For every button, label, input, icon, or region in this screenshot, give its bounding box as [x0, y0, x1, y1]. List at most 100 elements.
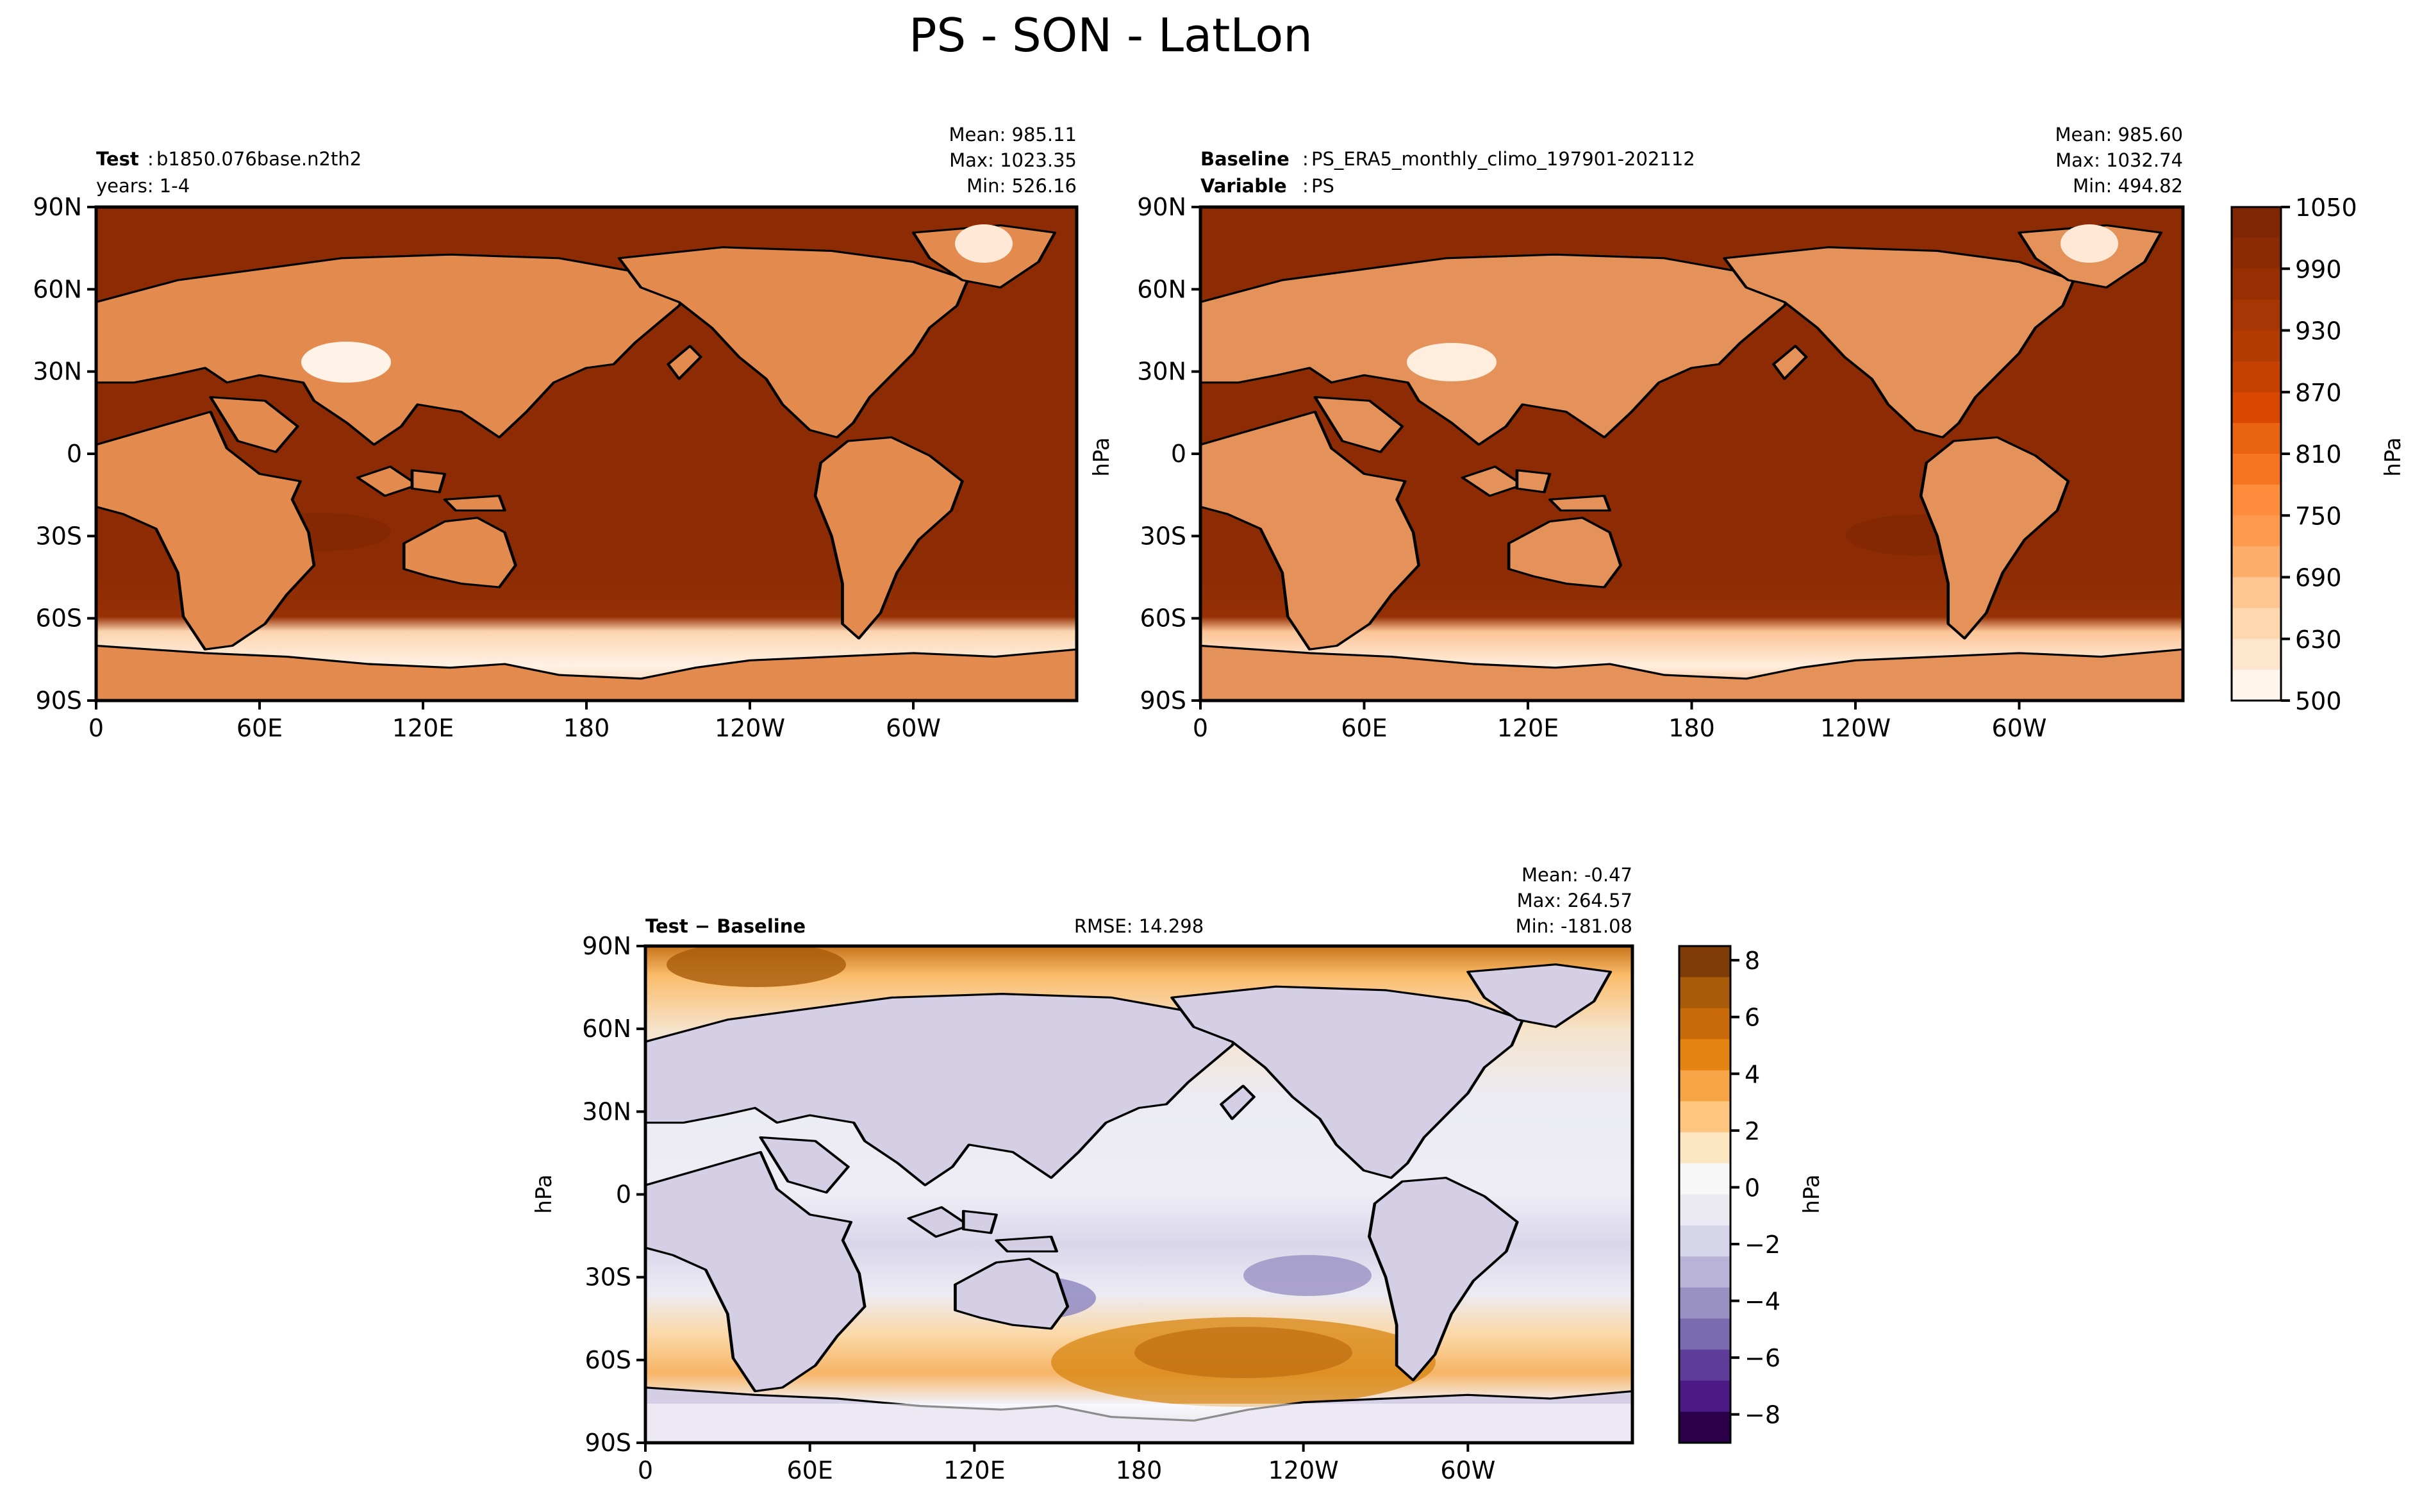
diff-lat-ticks: 90N 60N 30N 0 30S 60S 90S: [582, 932, 645, 1457]
test-lat-ticks: 90N 60N 30N 0 30S 60S 90S: [33, 193, 96, 715]
figure-title: PS - SON - LatLon: [909, 8, 1313, 62]
abs-colorbar-tick-label: 500: [2295, 687, 2342, 715]
diff-lat-tick-label: 30N: [582, 1097, 631, 1126]
test-lon-tick-label: 60E: [236, 714, 283, 742]
baseline-lon-tick-label: 120W: [1820, 714, 1891, 742]
diff-colorbar-band: [1679, 1225, 1730, 1257]
diff-colorbar-band: [1679, 946, 1730, 977]
baseline-lon-tick-label: 60E: [1341, 714, 1387, 742]
abs-colorbar-band: [2232, 330, 2281, 362]
baseline-label-value: PS_ERA5_monthly_climo_197901-202112: [1311, 148, 1695, 170]
diff-lon-tick-label: 120E: [943, 1456, 1006, 1484]
abs-colorbar-band: [2232, 546, 2281, 577]
diff-min: Min: -181.08: [1516, 915, 1632, 937]
baseline-lon-tick-label: 180: [1668, 714, 1715, 742]
test-greenland-ice: [955, 224, 1013, 263]
diff-lon-tick-label: 120W: [1268, 1456, 1339, 1484]
diff-colorbar-tick-label: 8: [1745, 947, 1760, 975]
baseline-greenland-ice: [2061, 224, 2118, 263]
diff-lon-tick-label: 60W: [1440, 1456, 1495, 1484]
diff-colorbar: 8 6 4 2 0 −2 −4 −6 −8 hPa: [1678, 945, 1825, 1444]
diff-lon-tick-label: 0: [638, 1456, 653, 1484]
test-lat-tick-label: 90S: [36, 686, 82, 715]
diff-colorbar-band: [1679, 1008, 1730, 1040]
baseline-lat-tick-label: 60S: [1140, 604, 1186, 633]
diff-colorbar-tick-label: −8: [1745, 1401, 1780, 1429]
test-lat-tick-label: 30N: [33, 358, 82, 386]
test-years: years: 1-4: [96, 175, 190, 197]
test-map: [96, 207, 1077, 701]
diff-lat-tick-label: 90S: [585, 1429, 631, 1457]
baseline-lat-tick-label: 30N: [1137, 358, 1186, 386]
diff-ylabel: hPa: [531, 1174, 557, 1213]
baseline-lon-ticks: 0 60E 120E 180 120W 60W: [1193, 701, 2047, 742]
abs-colorbar-band: [2232, 207, 2281, 238]
test-label-value: b1850.076base.n2th2: [156, 148, 361, 170]
abs-colorbar-band: [2232, 269, 2281, 300]
variable-label-bold: Variable: [1200, 175, 1287, 197]
diff-colorbar-tick-label: −6: [1745, 1344, 1780, 1372]
diff-south-pacific-core: [1134, 1327, 1352, 1378]
abs-colorbar-tick-label: 1050: [2295, 194, 2357, 222]
diff-colorbar-band: [1679, 1381, 1730, 1413]
diff-mean: Mean: -0.47: [1522, 864, 1632, 886]
test-lon-ticks: 0 60E 120E 180 120W 60W: [88, 701, 941, 742]
diff-colorbar-tick-label: −4: [1745, 1288, 1780, 1316]
baseline-lon-tick-label: 60W: [1992, 714, 2047, 742]
diff-colorbar-frame: [1678, 945, 1732, 1444]
abs-colorbar-band: [2232, 577, 2281, 609]
abs-colorbar-tick-label: 870: [2295, 379, 2342, 407]
diff-lat-tick-label: 60S: [585, 1346, 631, 1374]
baseline-lat-tick-label: 0: [1171, 440, 1186, 468]
abs-colorbar-tick-label: 930: [2295, 317, 2342, 345]
test-lon-tick-label: 120W: [715, 714, 785, 742]
diff-colorbar-tick-label: −2: [1745, 1231, 1780, 1259]
diff-max: Max: 264.57: [1517, 890, 1632, 911]
test-lat-tick-label: 60S: [36, 604, 82, 633]
baseline-panel: Baseline : PS_ERA5_monthly_climo_197901-…: [1089, 124, 2185, 742]
diff-colorbar-band: [1679, 1070, 1730, 1102]
diff-colorbar-band: [1679, 1256, 1730, 1288]
diff-panel: Test − Baseline RMSE: 14.298 Mean: -0.47…: [531, 864, 1634, 1484]
abs-colorbar-band: [2232, 515, 2281, 547]
abs-colorbar-band: [2232, 422, 2281, 454]
abs-colorbar-tick-label: 990: [2295, 255, 2342, 283]
test-lat-tick-label: 30S: [36, 522, 82, 550]
diff-colorbar-band: [1679, 1287, 1730, 1319]
baseline-ylabel: hPa: [1089, 437, 1115, 476]
diff-lat-tick-label: 90N: [582, 932, 631, 960]
test-mean: Mean: 985.11: [949, 124, 1077, 145]
abs-colorbar-tick-label: 630: [2295, 626, 2342, 654]
abs-colorbar-ticks: 1050 990 930 870 810 750 690 630 500: [2281, 194, 2357, 715]
test-lon-tick-label: 120E: [392, 714, 454, 742]
diff-pacific-low: [1243, 1255, 1372, 1296]
baseline-lat-ticks: 90N 60N 30N 0 30S 60S 90S: [1137, 193, 1200, 715]
diff-lat-tick-label: 30S: [585, 1263, 631, 1292]
abs-colorbar-band: [2232, 361, 2281, 393]
diff-colorbar-tick-label: 4: [1745, 1060, 1760, 1088]
diff-lat-tick-label: 0: [616, 1181, 631, 1209]
diff-colorbar-band: [1679, 1039, 1730, 1071]
diff-colorbar-band: [1679, 1163, 1730, 1195]
diff-colorbar-tick-label: 2: [1745, 1117, 1760, 1145]
diff-arctic-high: [667, 946, 846, 987]
test-tibet-plateau: [301, 342, 391, 383]
test-max: Max: 1023.35: [949, 149, 1077, 171]
diff-colorbar-band: [1679, 977, 1730, 1009]
abs-colorbar-tick-label: 810: [2295, 440, 2342, 469]
abs-colorbar-band: [2232, 299, 2281, 331]
diff-lon-ticks: 0 60E 120E 180 120W 60W: [638, 1443, 1495, 1484]
abs-colorbar-band: [2232, 454, 2281, 485]
baseline-lon-tick-label: 0: [1193, 714, 1208, 742]
diff-lat-tick-label: 60N: [582, 1015, 631, 1043]
abs-colorbar-bands: [2232, 207, 2281, 701]
diff-colorbar-band: [1679, 1318, 1730, 1350]
variable-label-value: PS: [1311, 175, 1334, 197]
test-lat-tick-label: 60N: [33, 275, 82, 303]
diff-colorbar-band: [1679, 1132, 1730, 1164]
diff-map: [645, 946, 1632, 1443]
test-lat-tick-label: 90N: [33, 193, 82, 221]
diff-label: Test − Baseline: [645, 915, 806, 937]
test-lon-tick-label: 180: [563, 714, 610, 742]
